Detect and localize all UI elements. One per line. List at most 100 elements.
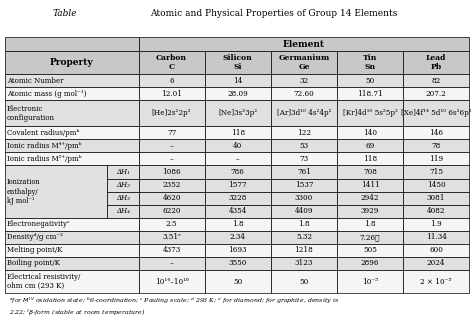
Text: 10⁻⁵: 10⁻⁵	[362, 278, 378, 286]
Text: 786: 786	[231, 168, 245, 176]
Bar	[271, 205, 337, 218]
Text: 72.60: 72.60	[293, 90, 314, 97]
Text: Electronic
configuration: Electronic configuration	[7, 105, 55, 122]
Text: 3123: 3123	[295, 259, 313, 267]
Text: 32: 32	[299, 77, 309, 84]
Bar	[205, 192, 271, 205]
Text: Table: Table	[53, 9, 77, 18]
Text: 6: 6	[169, 77, 174, 84]
Bar	[403, 270, 469, 293]
Text: 12.01: 12.01	[161, 90, 182, 97]
Bar	[205, 244, 271, 257]
Text: 207.2: 207.2	[426, 90, 447, 97]
Text: 1693: 1693	[228, 246, 247, 254]
Text: Germanium
Ge: Germanium Ge	[278, 54, 329, 71]
Bar	[5, 37, 138, 51]
Bar	[337, 257, 403, 270]
Bar	[138, 51, 205, 74]
Bar	[271, 179, 337, 192]
Bar	[205, 257, 271, 270]
Text: 4620: 4620	[163, 194, 181, 202]
Text: Ionization
enthalpy/
kJ mol⁻¹: Ionization enthalpy/ kJ mol⁻¹	[7, 178, 40, 205]
Text: 1577: 1577	[228, 181, 247, 189]
Text: 146: 146	[429, 129, 443, 137]
Text: 10¹⁴–10¹⁶: 10¹⁴–10¹⁶	[155, 278, 189, 286]
Bar	[5, 152, 138, 165]
Bar	[205, 270, 271, 293]
Text: Densityᵈ/g cm⁻³: Densityᵈ/g cm⁻³	[7, 233, 63, 241]
Text: 1.9: 1.9	[430, 220, 442, 228]
Bar	[403, 218, 469, 231]
Bar	[337, 244, 403, 257]
Bar	[205, 100, 271, 126]
Text: 2 × 10⁻⁵: 2 × 10⁻⁵	[420, 278, 452, 286]
Bar	[403, 152, 469, 165]
Text: –: –	[170, 155, 173, 163]
Bar	[5, 100, 138, 126]
Bar	[205, 165, 271, 179]
Text: Boiling point/K: Boiling point/K	[7, 259, 60, 267]
Text: 3929: 3929	[361, 207, 379, 215]
Text: 53: 53	[299, 142, 309, 150]
Text: 1.8: 1.8	[298, 220, 310, 228]
Bar	[271, 244, 337, 257]
Bar	[271, 192, 337, 205]
Text: 2024: 2024	[427, 259, 446, 267]
Bar	[271, 126, 337, 139]
Bar	[205, 179, 271, 192]
Text: 1537: 1537	[295, 181, 313, 189]
Bar	[337, 139, 403, 152]
Text: [Ar]3d¹⁰ 4s²4p²: [Ar]3d¹⁰ 4s²4p²	[277, 109, 331, 117]
Bar	[337, 152, 403, 165]
Text: –: –	[170, 259, 173, 267]
Bar	[271, 87, 337, 100]
Text: 119: 119	[429, 155, 443, 163]
Text: 118: 118	[231, 129, 245, 137]
Bar	[5, 51, 138, 74]
Bar	[138, 87, 205, 100]
Bar	[205, 218, 271, 231]
Bar	[138, 100, 205, 126]
Text: Tin
Sn: Tin Sn	[363, 54, 377, 71]
Text: 2.5: 2.5	[166, 220, 177, 228]
Bar	[403, 126, 469, 139]
Text: ΔH₃: ΔH₃	[116, 194, 130, 202]
Text: ΔH₁: ΔH₁	[116, 168, 130, 176]
Bar	[5, 231, 138, 244]
Bar	[205, 51, 271, 74]
Bar	[5, 139, 138, 152]
Text: Silicon
Si: Silicon Si	[223, 54, 253, 71]
Bar	[403, 139, 469, 152]
Bar	[403, 192, 469, 205]
Text: Covalent radius/pmᵇ: Covalent radius/pmᵇ	[7, 129, 79, 137]
Bar	[271, 152, 337, 165]
Bar	[403, 257, 469, 270]
Bar	[138, 192, 205, 205]
Text: 600: 600	[429, 246, 443, 254]
Text: 1086: 1086	[162, 168, 181, 176]
Text: –: –	[236, 155, 239, 163]
Text: 3081: 3081	[427, 194, 446, 202]
Text: Property: Property	[50, 58, 93, 67]
Bar	[138, 205, 205, 218]
Bar	[205, 87, 271, 100]
Text: ΔH₄: ΔH₄	[116, 207, 130, 215]
Bar	[271, 51, 337, 74]
Bar	[337, 74, 403, 87]
Text: Atomic mass (g mol⁻¹): Atomic mass (g mol⁻¹)	[7, 90, 86, 97]
Bar	[337, 87, 403, 100]
Bar	[205, 205, 271, 218]
Text: 1.8: 1.8	[232, 220, 244, 228]
Bar	[205, 139, 271, 152]
Bar	[138, 179, 205, 192]
Bar	[337, 218, 403, 231]
Bar	[138, 165, 205, 179]
Text: 2352: 2352	[163, 181, 181, 189]
Text: [Kr]4d¹⁰ 5s²5p²: [Kr]4d¹⁰ 5s²5p²	[343, 109, 398, 117]
Text: Electronegativityᶜ: Electronegativityᶜ	[7, 220, 71, 228]
Text: ΔH₂: ΔH₂	[116, 181, 130, 189]
Bar	[138, 244, 205, 257]
Bar	[271, 100, 337, 126]
Text: 3300: 3300	[295, 194, 313, 202]
Bar	[403, 51, 469, 74]
